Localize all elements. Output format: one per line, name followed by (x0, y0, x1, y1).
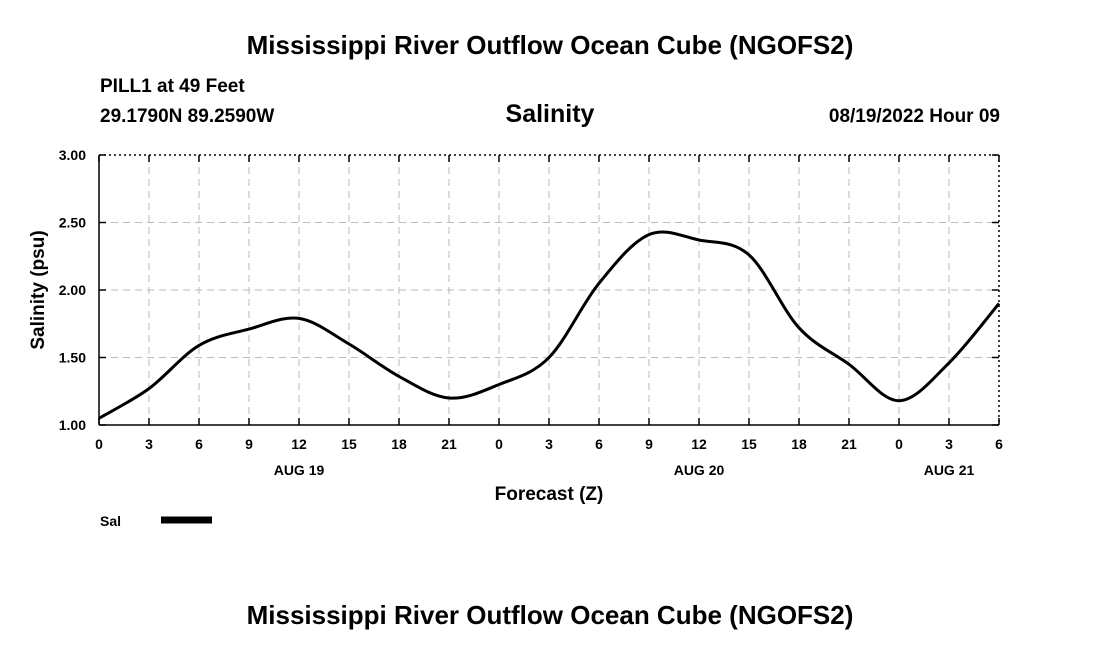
x-tick-label: 6 (595, 436, 603, 452)
y-tick-label: 2.00 (59, 282, 86, 298)
y-axis-title: Salinity (psu) (28, 230, 49, 349)
x-tick-label: 15 (741, 436, 757, 452)
x-tick-label: 15 (341, 436, 357, 452)
x-tick-label: 0 (95, 436, 103, 452)
x-tick-label: 3 (545, 436, 553, 452)
coordinates-label: 29.1790N 89.2590W (100, 106, 275, 127)
station-label: PILL1 at 49 Feet (100, 76, 245, 97)
x-tick-label: 3 (145, 436, 153, 452)
x-tick-label: 3 (945, 436, 953, 452)
x-tick-label: 12 (691, 436, 707, 452)
date-label: AUG 19 (274, 462, 325, 478)
x-tick-label: 9 (245, 436, 253, 452)
x-tick-label: 6 (995, 436, 1003, 452)
x-axis-title: Forecast (Z) (495, 484, 604, 505)
x-tick-label: 18 (391, 436, 407, 452)
x-tick-label: 9 (645, 436, 653, 452)
y-tick-label: 1.50 (59, 350, 86, 366)
chart-title-top: Mississippi River Outflow Ocean Cube (NG… (246, 30, 854, 60)
x-tick-label: 0 (495, 436, 503, 452)
plot-title: Salinity (505, 100, 595, 128)
series-line-sal (98, 230, 1001, 420)
x-tick-label: 21 (841, 436, 857, 452)
y-tick-label: 3.00 (59, 147, 86, 163)
x-tick-label: 6 (195, 436, 203, 452)
chart-title-bottom: Mississippi River Outflow Ocean Cube (NG… (246, 600, 854, 630)
x-tick-label: 12 (291, 436, 307, 452)
y-tick-label: 1.00 (59, 417, 86, 433)
x-tick-label: 18 (791, 436, 807, 452)
date-label: AUG 21 (924, 462, 975, 478)
x-tick-label: 0 (895, 436, 903, 452)
x-tick-label: 21 (441, 436, 457, 452)
y-tick-label: 2.50 (59, 215, 86, 231)
legend-label: Sal (100, 513, 121, 529)
date-label: AUG 20 (674, 462, 725, 478)
date-label: 08/19/2022 Hour 09 (828, 106, 1000, 127)
